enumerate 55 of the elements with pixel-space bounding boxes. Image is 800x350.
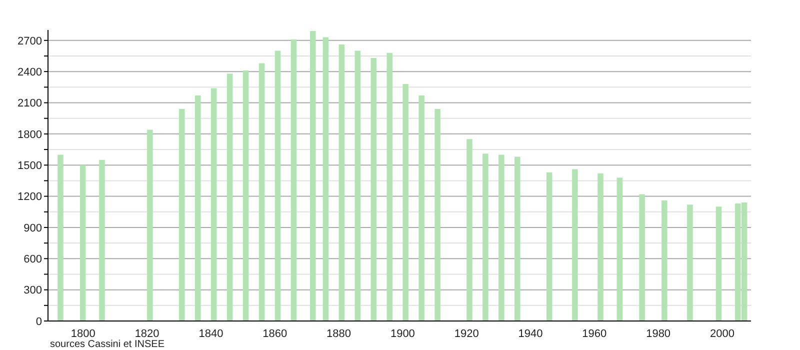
x-tick-label: 1860 xyxy=(262,328,288,340)
x-tick-label: 1900 xyxy=(390,328,415,340)
bar xyxy=(274,50,281,321)
bar xyxy=(514,156,520,321)
y-tick-label: 900 xyxy=(24,222,42,234)
bar xyxy=(290,39,297,321)
y-tick-label: 300 xyxy=(24,284,42,297)
bar xyxy=(716,206,722,321)
y-tick-label: 1500 xyxy=(18,160,42,172)
x-tick-label: 1820 xyxy=(134,328,160,340)
bar xyxy=(147,130,153,321)
bar xyxy=(310,31,316,321)
bar xyxy=(434,108,440,321)
bar xyxy=(354,50,361,321)
source-note: sources Cassini et INSEE xyxy=(50,339,164,350)
x-tick-label: 1840 xyxy=(198,328,224,340)
y-tick-label: 600 xyxy=(24,254,42,266)
bar xyxy=(338,44,345,321)
bar xyxy=(402,84,408,321)
bar xyxy=(386,52,392,321)
bar xyxy=(370,58,376,321)
x-tick-label: 2000 xyxy=(710,328,734,340)
bar xyxy=(616,178,623,321)
x-tick-label: 1940 xyxy=(518,328,543,340)
x-tick-label: 1880 xyxy=(326,328,352,340)
bar xyxy=(99,160,105,321)
bar xyxy=(546,172,552,321)
y-tick-label: 2400 xyxy=(18,66,42,78)
bar xyxy=(498,154,504,321)
x-tick-label: 1920 xyxy=(454,328,479,340)
y-tick-label: 1200 xyxy=(18,191,42,204)
bar xyxy=(662,200,668,321)
y-tick-label: 2100 xyxy=(18,98,42,110)
bar xyxy=(322,37,329,321)
bar xyxy=(179,108,185,321)
bar xyxy=(210,88,217,321)
x-tick-label: 1980 xyxy=(646,328,671,340)
x-tick-label: 1960 xyxy=(582,328,607,340)
bar xyxy=(466,139,472,321)
bar xyxy=(194,95,201,321)
bar xyxy=(639,194,645,321)
bar xyxy=(572,169,578,321)
bar xyxy=(418,95,424,321)
bar xyxy=(258,63,265,321)
bar xyxy=(482,154,488,321)
y-tick-label: 1800 xyxy=(18,128,42,141)
bar xyxy=(598,173,604,321)
bar xyxy=(80,165,86,321)
bar xyxy=(242,70,249,321)
y-tick-label: 2700 xyxy=(18,35,42,48)
x-tick-label: 1800 xyxy=(70,328,96,340)
bar xyxy=(226,74,233,321)
bar xyxy=(58,154,64,321)
bar xyxy=(687,204,693,321)
y-tick-label: 0 xyxy=(36,316,42,328)
